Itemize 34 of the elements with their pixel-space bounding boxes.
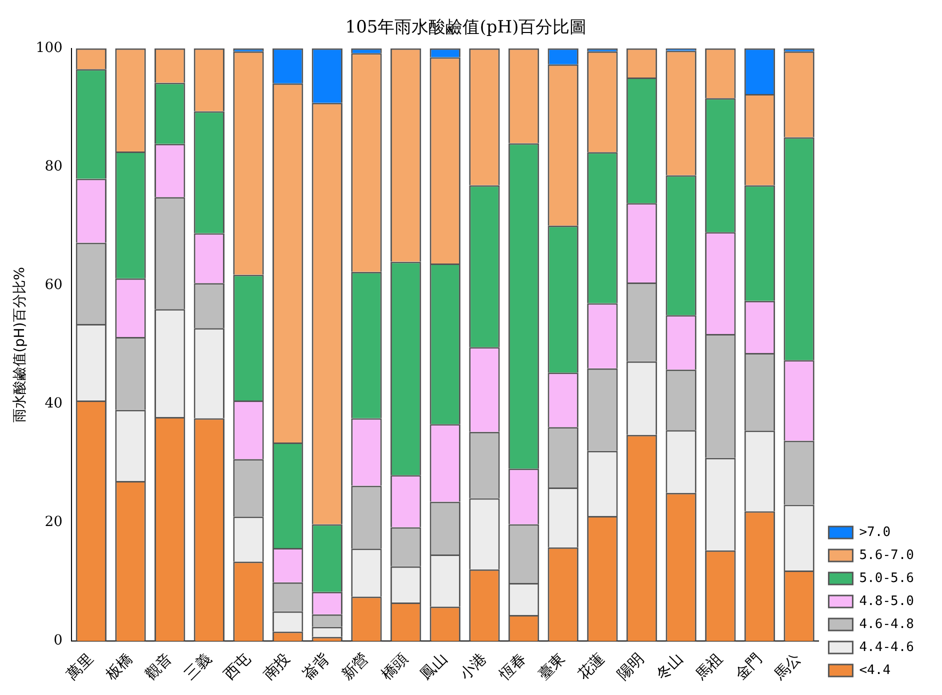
x-tick-label: 馬祖 <box>691 649 726 684</box>
x-tick-label: 恆春 <box>494 649 530 684</box>
y-tick-label: 0 <box>54 632 63 649</box>
y-tick-label: 80 <box>44 158 63 175</box>
legend-label: >7.0 <box>859 524 891 540</box>
x-tick-label: 新營 <box>338 649 372 684</box>
x-tick-label: 橋頭 <box>377 649 412 684</box>
y-tick-label: 40 <box>44 396 63 412</box>
x-tick-label: 三義 <box>180 649 215 684</box>
x-tick-label: 金門 <box>731 649 766 684</box>
legend-label: 5.0-5.6 <box>859 570 914 586</box>
x-tick-label: 萬里 <box>62 649 97 684</box>
y-tick-label: 20 <box>44 514 63 530</box>
legend-label: 4.4-4.6 <box>859 640 914 655</box>
y-axis-title: 雨水酸鹼值(pH)百分比% <box>12 266 28 423</box>
x-tick-label: 南投 <box>259 649 294 684</box>
y-tick-label: 60 <box>44 277 63 294</box>
x-tick-label: 馬公 <box>770 649 805 684</box>
legend-label: 4.6-4.8 <box>859 616 914 632</box>
x-tick-label: 西屯 <box>220 649 254 684</box>
x-tick-label: 板橋 <box>101 649 136 684</box>
x-tick-label: 臺東 <box>534 649 569 684</box>
legend-label: 4.8-5.0 <box>859 594 914 609</box>
x-tick-label: 觀音 <box>141 649 176 684</box>
chart-title: 105年雨水酸鹼值(pH)百分比圖 <box>345 18 587 38</box>
y-tick-label: 100 <box>36 40 63 56</box>
legend-label: <4.4 <box>859 662 891 678</box>
x-tick-label: 崙背 <box>298 649 333 684</box>
legend-label: 5.6-7.0 <box>859 548 914 563</box>
x-tick-label: 冬山 <box>652 649 687 684</box>
x-tick-label: 小港 <box>456 649 490 684</box>
x-tick-label: 鳳山 <box>416 649 451 684</box>
x-tick-label: 花蓮 <box>574 649 608 684</box>
x-tick-label: 陽明 <box>613 649 648 684</box>
